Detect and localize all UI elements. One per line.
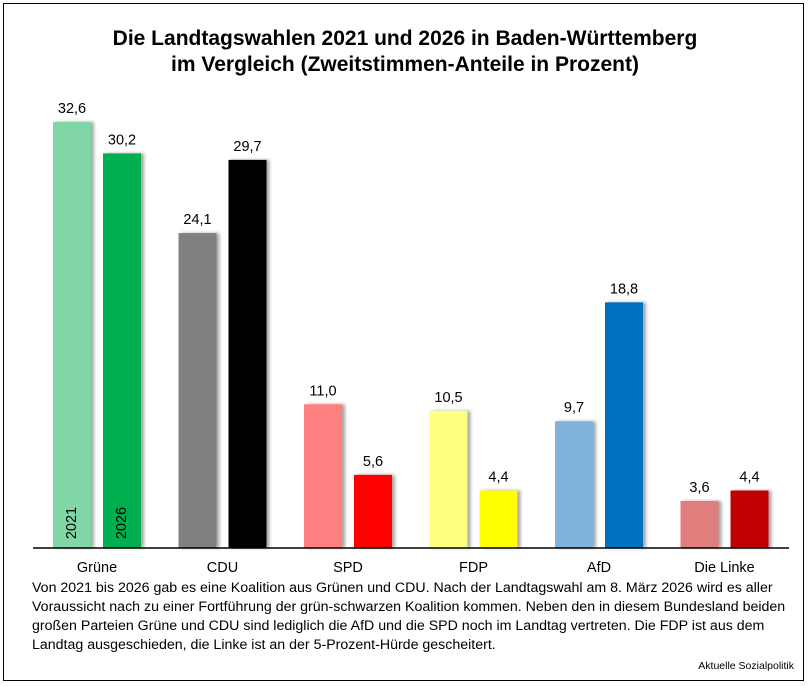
data-label-2026-5: 4,4 [739,470,759,486]
chart-title-line-2: im Vergleich (Zweitstimmen-Anteile in Pr… [171,53,639,76]
data-label-2026-3: 4,4 [488,470,508,486]
category-label-0: Grüne [77,560,117,576]
bars-group [53,122,769,549]
category-label-2: SPD [333,560,363,576]
data-label-2021-3: 10,5 [434,390,462,406]
data-label-2021-2: 11,0 [309,383,336,399]
bar-2021-5 [680,500,719,548]
data-label-2021-1: 24,1 [183,212,211,228]
bar-2021-0 [53,122,91,548]
bar-2026-3 [479,490,518,548]
category-label-3: FDP [459,560,488,576]
category-label-5: Die Linke [694,560,754,576]
bar-2026-5 [730,490,769,548]
bar-2026-4 [605,302,643,548]
data-label-2026-0: 30,2 [108,132,136,148]
category-label-4: AfD [587,560,611,576]
bar-2021-1 [178,233,217,549]
series-label-2026: 2026 [114,507,130,539]
bar-2021-4 [555,421,593,548]
data-label-2021-4: 9,7 [564,400,584,416]
data-label-2021-5: 3,6 [689,480,709,496]
bar-2021-2 [304,404,342,548]
data-label-2026-4: 18,8 [610,281,638,297]
bar-2026-0 [103,153,141,548]
chart-note: Von 2021 bis 2026 gab es eine Koalition … [32,580,786,653]
data-label-2026-2: 5,6 [363,454,383,470]
chart-title: Die Landtagswahlen 2021 und 2026 in Bade… [0,26,810,78]
category-label-1: CDU [207,560,238,576]
series-label-2021: 2021 [64,507,80,539]
bar-2026-2 [354,474,392,548]
bar-2026-1 [228,159,267,549]
data-label-2021-0: 32,6 [58,101,86,117]
chart-title-line-1: Die Landtagswahlen 2021 und 2026 in Bade… [112,27,698,50]
source-credit: Aktuelle Sozialpolitik [698,660,794,672]
labels-group: 32,6 2021 30,2 2026 Grüne 24,1 29,7 CDU 11,0 5,6 S… [58,101,760,576]
data-label-2026-1: 29,7 [233,139,261,155]
bar-2021-3 [429,410,468,548]
